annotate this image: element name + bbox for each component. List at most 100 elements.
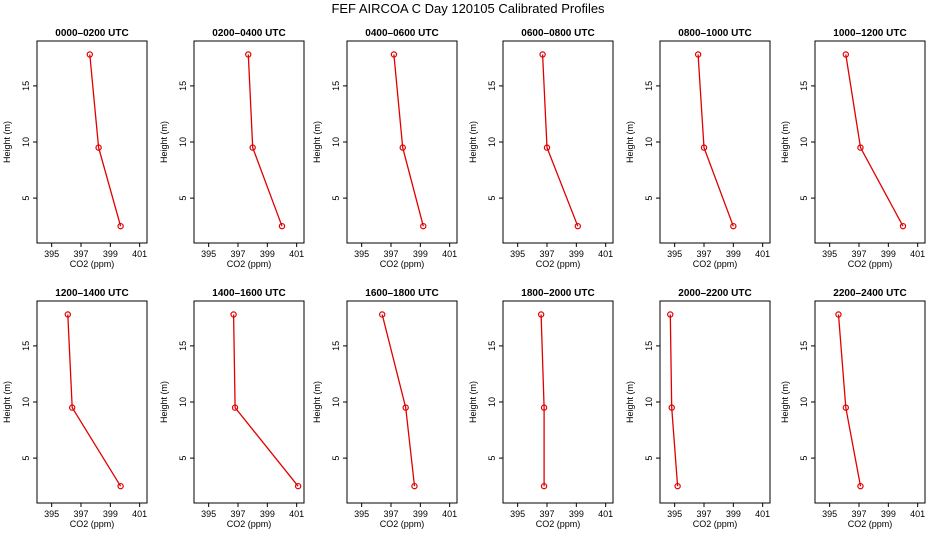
data-point: [64, 311, 72, 318]
y-axis-label: Height (m): [468, 381, 478, 423]
x-tick-label: 397: [383, 509, 398, 519]
y-tick-label: 15: [487, 81, 497, 91]
x-axis-label: CO2 (ppm): [70, 519, 115, 529]
x-tick-label: 399: [569, 509, 584, 519]
panel-1: 0200–0400 UTC 395 397 399 401 5 10 15 CO2 (ppm) H…: [159, 28, 305, 269]
y-tick-label: 10: [21, 137, 31, 147]
x-tick-label: 401: [755, 509, 770, 519]
profile-line: [232, 314, 299, 487]
x-axis-label: CO2 (ppm): [227, 519, 272, 529]
data-point: [574, 222, 582, 230]
x-tick-label: 395: [667, 249, 682, 259]
panel-4: 0800–1000 UTC 395 397 399 401 5 10 15 CO2 (ppm) H…: [625, 28, 771, 269]
x-tick-label: 399: [413, 249, 428, 259]
plot-frame: [502, 40, 614, 244]
profile-line: [540, 314, 545, 487]
data-point: [539, 51, 546, 58]
x-tick-label: 397: [851, 509, 866, 519]
y-tick-label: 10: [644, 397, 654, 407]
x-tick-label: 401: [442, 509, 457, 519]
y-tick-label: 5: [799, 196, 809, 201]
y-axis-label: Height (m): [159, 381, 169, 423]
x-tick-label: 395: [201, 509, 216, 519]
data-point: [842, 51, 850, 58]
x-tick-label: 395: [822, 509, 837, 519]
x-tick-label: 399: [726, 249, 741, 259]
y-axis-label: Height (m): [625, 121, 635, 163]
x-tick-label: 395: [354, 249, 369, 259]
data-point: [117, 482, 124, 490]
y-tick-label: 15: [331, 81, 341, 91]
y-tick-label: 10: [331, 137, 341, 147]
data-point: [231, 404, 239, 411]
data-point: [694, 51, 702, 58]
y-axis-label: Height (m): [312, 121, 322, 163]
y-tick-label: 10: [178, 137, 188, 147]
panel-6: 1200–1400 UTC 395 397 399 401 5 10 15 CO2 (ppm) H…: [2, 288, 148, 529]
data-point: [835, 311, 842, 318]
panel-title: 0000–0200 UTC: [55, 28, 128, 39]
x-tick-label: 395: [510, 249, 525, 259]
x-axis-label: CO2 (ppm): [70, 259, 115, 269]
x-tick-label: 395: [510, 509, 525, 519]
data-point: [537, 311, 545, 318]
x-tick-label: 399: [569, 249, 584, 259]
data-point: [842, 404, 850, 411]
x-tick-label: 401: [132, 509, 147, 519]
data-point: [117, 222, 124, 230]
profile-line: [393, 54, 424, 227]
x-tick-label: 399: [103, 249, 118, 259]
profile-line: [541, 54, 579, 227]
y-tick-label: 5: [331, 456, 341, 461]
y-tick-label: 10: [178, 397, 188, 407]
plot-frame: [814, 300, 926, 504]
profile-line: [845, 54, 904, 227]
plot-frame: [814, 40, 926, 244]
x-tick-label: 395: [201, 249, 216, 259]
x-tick-label: 395: [44, 509, 59, 519]
x-tick-label: 395: [44, 249, 59, 259]
profile-line: [669, 314, 679, 487]
x-axis-label: CO2 (ppm): [693, 519, 738, 529]
x-tick-label: 397: [851, 249, 866, 259]
panel-5: 1000–1200 UTC 395 397 399 401 5 10 15 CO2 (ppm) H…: [780, 28, 926, 269]
data-point: [411, 482, 418, 490]
x-axis-label: CO2 (ppm): [380, 259, 425, 269]
y-tick-label: 10: [487, 137, 497, 147]
panel-title: 2200–2400 UTC: [833, 288, 906, 299]
x-tick-label: 399: [260, 249, 275, 259]
x-tick-label: 395: [667, 509, 682, 519]
y-axis-label: Height (m): [312, 381, 322, 423]
x-tick-label: 401: [289, 249, 304, 259]
data-point: [390, 51, 398, 58]
data-point: [402, 404, 409, 411]
panel-title: 1200–1400 UTC: [55, 288, 128, 299]
x-axis-label: CO2 (ppm): [848, 259, 893, 269]
y-tick-label: 15: [21, 81, 31, 91]
data-point: [399, 144, 406, 151]
y-tick-label: 5: [487, 456, 497, 461]
y-tick-label: 15: [178, 341, 188, 351]
data-point: [540, 404, 548, 411]
x-axis-label: CO2 (ppm): [693, 259, 738, 269]
y-tick-label: 15: [644, 81, 654, 91]
plot-frame: [346, 300, 458, 504]
y-tick-label: 15: [799, 341, 809, 351]
data-point: [540, 482, 548, 490]
data-point: [249, 144, 256, 151]
x-tick-label: 401: [910, 509, 925, 519]
plot-frame: [659, 40, 771, 244]
x-tick-label: 397: [73, 249, 88, 259]
y-tick-label: 5: [487, 196, 497, 201]
y-tick-label: 10: [487, 397, 497, 407]
y-tick-label: 5: [178, 196, 188, 201]
panel-title: 0800–1000 UTC: [678, 28, 751, 39]
x-tick-label: 397: [539, 509, 554, 519]
data-point: [68, 404, 76, 411]
data-point: [674, 482, 681, 490]
plot-frame: [36, 300, 148, 504]
y-tick-label: 5: [331, 196, 341, 201]
panel-title: 0200–0400 UTC: [212, 28, 285, 39]
x-axis-label: CO2 (ppm): [380, 519, 425, 529]
